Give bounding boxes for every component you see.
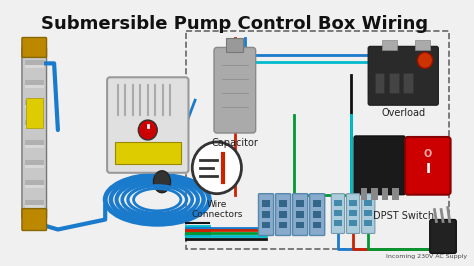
FancyBboxPatch shape xyxy=(275,194,291,235)
Bar xyxy=(382,40,397,51)
Bar xyxy=(403,73,413,93)
FancyBboxPatch shape xyxy=(22,38,46,57)
Bar xyxy=(25,160,44,165)
Bar xyxy=(25,205,44,207)
Bar xyxy=(25,105,44,108)
Bar xyxy=(25,85,44,88)
Text: O: O xyxy=(424,149,432,159)
Bar xyxy=(262,222,270,228)
FancyBboxPatch shape xyxy=(354,136,405,195)
FancyBboxPatch shape xyxy=(292,194,308,235)
Bar xyxy=(361,188,367,200)
Bar xyxy=(25,80,44,85)
Bar xyxy=(296,200,304,207)
FancyBboxPatch shape xyxy=(430,219,456,253)
Circle shape xyxy=(418,52,433,68)
Circle shape xyxy=(192,142,241,194)
Bar xyxy=(349,219,357,226)
Bar xyxy=(25,165,44,168)
Text: Incoming 230V AC Supply: Incoming 230V AC Supply xyxy=(386,254,467,259)
Bar xyxy=(262,211,270,218)
Bar xyxy=(382,188,388,200)
Bar xyxy=(415,40,430,51)
Text: Wire
Connectors: Wire Connectors xyxy=(191,200,243,219)
Bar xyxy=(25,120,44,125)
Bar xyxy=(279,200,287,207)
FancyBboxPatch shape xyxy=(214,47,255,133)
Bar xyxy=(313,200,321,207)
Bar xyxy=(296,211,304,218)
FancyBboxPatch shape xyxy=(22,209,46,230)
Bar xyxy=(375,73,384,93)
FancyBboxPatch shape xyxy=(368,47,438,105)
Bar xyxy=(25,100,44,105)
Bar xyxy=(25,145,44,148)
Bar xyxy=(279,222,287,228)
Bar xyxy=(25,140,44,145)
Bar xyxy=(26,98,43,128)
FancyBboxPatch shape xyxy=(107,77,189,173)
Bar xyxy=(25,185,44,188)
Text: DPST Switch: DPST Switch xyxy=(373,211,434,221)
FancyBboxPatch shape xyxy=(346,194,360,234)
FancyBboxPatch shape xyxy=(405,137,451,195)
Bar xyxy=(25,180,44,185)
Bar xyxy=(334,219,342,226)
FancyBboxPatch shape xyxy=(258,194,273,235)
Bar xyxy=(25,200,44,205)
Bar xyxy=(349,200,357,206)
Ellipse shape xyxy=(154,171,171,193)
Bar xyxy=(115,142,181,164)
Bar xyxy=(371,188,378,200)
Bar xyxy=(279,211,287,218)
FancyBboxPatch shape xyxy=(362,194,375,234)
Bar xyxy=(392,188,399,200)
FancyBboxPatch shape xyxy=(22,47,46,219)
Text: Submersible Pump Control Box Wiring: Submersible Pump Control Box Wiring xyxy=(41,15,428,33)
Bar xyxy=(349,210,357,215)
FancyBboxPatch shape xyxy=(310,194,325,235)
Bar xyxy=(262,200,270,207)
Circle shape xyxy=(138,120,157,140)
Bar xyxy=(155,174,167,182)
Bar xyxy=(365,210,372,215)
Bar xyxy=(25,125,44,128)
Text: I: I xyxy=(425,162,430,176)
Bar xyxy=(389,73,399,93)
Bar xyxy=(334,210,342,215)
Bar xyxy=(25,65,44,68)
Bar xyxy=(334,200,342,206)
Bar xyxy=(226,39,243,52)
Bar xyxy=(313,211,321,218)
Text: Capacitor: Capacitor xyxy=(211,138,258,148)
Bar xyxy=(365,200,372,206)
Text: Overload: Overload xyxy=(381,108,425,118)
Bar xyxy=(365,219,372,226)
FancyBboxPatch shape xyxy=(331,194,345,234)
Bar xyxy=(296,222,304,228)
Bar xyxy=(313,222,321,228)
Bar xyxy=(25,60,44,65)
